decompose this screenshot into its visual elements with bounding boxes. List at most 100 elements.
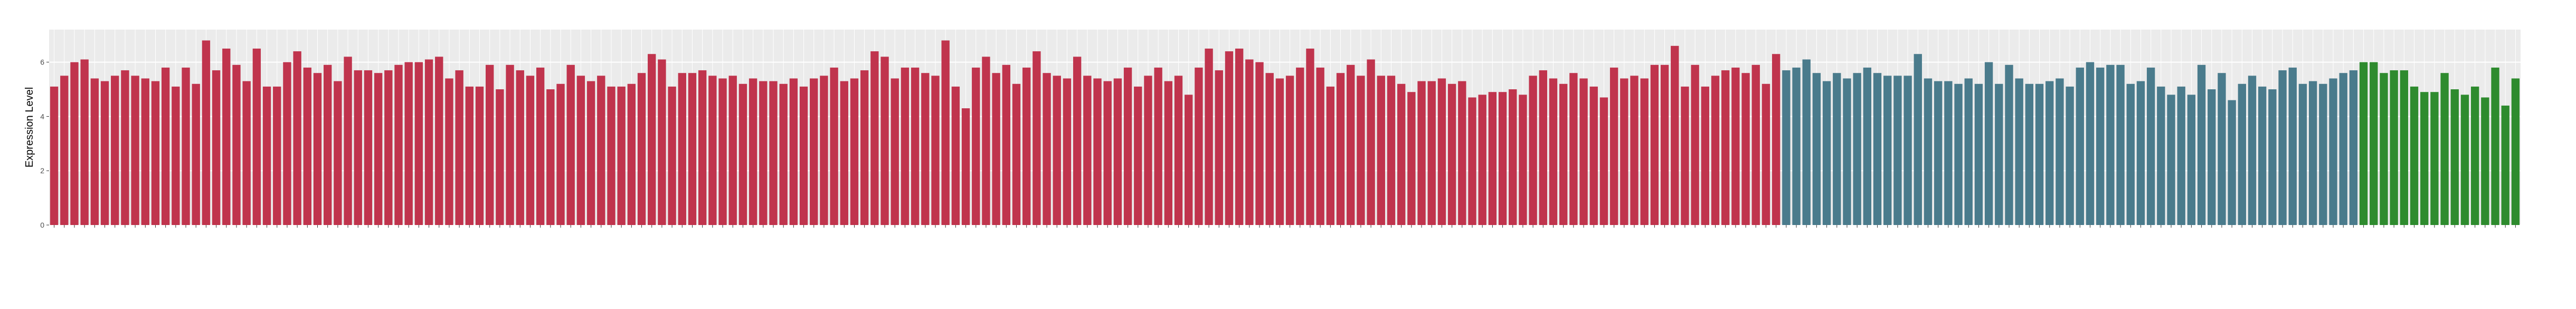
bar [2096,67,2105,225]
bar [445,78,453,225]
bar [293,51,301,225]
bar [2146,67,2155,225]
bar [1033,51,1041,225]
bar [1944,81,1953,225]
bar [2450,89,2459,226]
bar [1833,73,1841,225]
bar [1893,76,1902,225]
bar [2460,95,2469,225]
bar [1954,83,1963,225]
bar [2501,105,2509,225]
bar [2359,62,2368,226]
bar [810,78,818,225]
bar [921,73,930,225]
bar [2339,73,2347,225]
bar [1812,73,1821,225]
bar [2167,95,2175,225]
bar [1579,78,1588,225]
bar [1529,76,1537,225]
bar [192,83,200,225]
bar [880,57,889,225]
bar [586,81,595,225]
bar [1093,78,1102,225]
bar [2319,83,2327,225]
bar [1043,73,1051,225]
bar [759,81,768,225]
bar [901,67,910,225]
bar [1782,70,1791,226]
bar [1589,86,1598,225]
bar [830,67,838,225]
bar [222,48,231,225]
bar [1519,95,1527,225]
bar [668,86,676,225]
bar [1883,76,1892,225]
bar [232,64,241,226]
bar [2481,97,2489,225]
bar [1123,67,1132,225]
bar [1306,48,1314,225]
bar [1964,78,1973,225]
bar [718,78,727,225]
bar [506,64,514,226]
bar [283,62,291,226]
bar [1134,86,1142,225]
bar [1427,81,1436,225]
bar [384,70,393,226]
bar [566,64,575,226]
bar [1984,62,1993,226]
bar [1316,67,1324,225]
bar [313,73,322,225]
bar [182,67,190,225]
bar [1336,73,1345,225]
bar [465,86,473,225]
bar [1437,78,1446,225]
bar [262,86,271,225]
bar [2106,64,2115,226]
bar [1498,92,1507,225]
y-tick-label: 0 [40,221,44,229]
bar [2370,62,2378,226]
bar [536,67,545,225]
bar [2258,86,2267,225]
bar [50,86,59,225]
bar [374,73,383,225]
bar [1407,92,1416,225]
bar [1285,76,1294,225]
bar [1103,81,1112,225]
bar [111,76,119,225]
bar [2136,81,2145,225]
bar [1741,73,1750,225]
bar [1691,64,1699,226]
bar [941,40,950,226]
bar [1063,78,1072,225]
bar [576,76,585,225]
bar [1761,83,1770,225]
bar [2511,78,2520,225]
bar [2005,64,2013,226]
bar [2045,81,2054,225]
bar [1154,67,1162,225]
bar [1711,76,1720,225]
bar [1022,67,1031,225]
bar [141,78,149,225]
bar [1731,67,1740,225]
bar [1347,64,1355,226]
bar [475,86,484,225]
bar [1772,54,1781,225]
bar [1671,45,1679,225]
bar [1914,54,1922,225]
bar [2208,89,2216,226]
bar [80,59,89,226]
bar [931,76,940,225]
bar [2248,76,2257,225]
bar [597,76,605,225]
bar [1205,48,1213,225]
bar [1447,83,1456,225]
bar [1843,78,1851,225]
bar [1053,76,1061,225]
bar [2278,70,2287,226]
bar [2116,64,2125,226]
bar [486,64,494,226]
bar [1164,81,1173,225]
